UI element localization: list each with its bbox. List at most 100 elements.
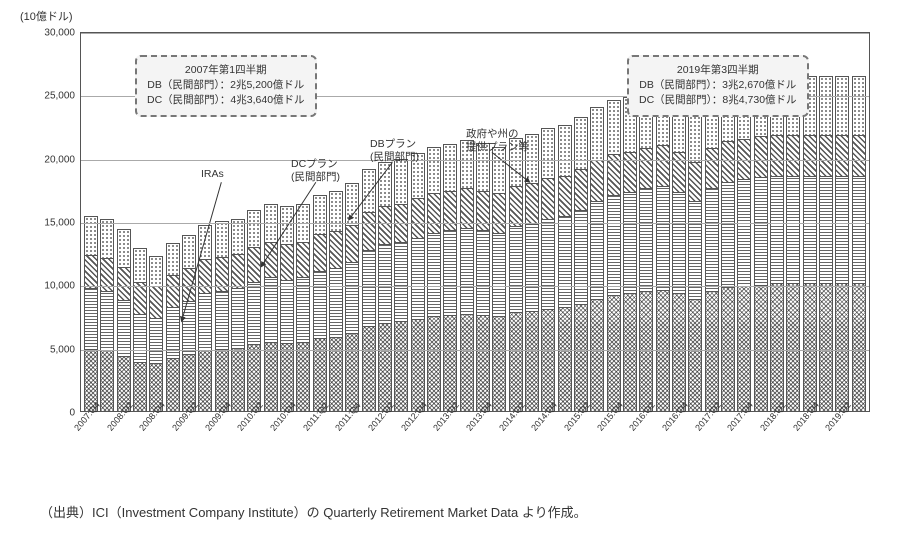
bar-segment-dc [624, 193, 636, 294]
bar [444, 145, 456, 411]
plot-area: 2007:Q4.2008:Q2.2008:Q4.2009:Q2.2009:Q4.… [80, 32, 870, 412]
bar-segment-dc [330, 269, 342, 337]
bar-segment-dc [461, 229, 473, 315]
bar-segment-ira [493, 317, 505, 411]
bar-segment-ira [689, 300, 701, 411]
bar-segment-dc [477, 231, 489, 316]
bar-segment-ira [608, 296, 620, 411]
bar-segment-db [542, 179, 554, 220]
bar-segment-dc [85, 289, 97, 350]
bar-segment-dc [199, 294, 211, 351]
bar-segment-db [804, 136, 816, 177]
source-suffix: より作成。 [518, 505, 586, 520]
bar [314, 196, 326, 411]
bar-segment-db [134, 283, 146, 315]
bar-segment-gov [330, 192, 342, 233]
bar-segment-ira [412, 320, 424, 411]
bar-segment-gov [281, 207, 293, 245]
bar-segment-ira [836, 284, 848, 411]
bar [232, 220, 244, 411]
bar [575, 118, 587, 411]
bar-segment-dc [183, 302, 195, 355]
bar-segment-gov [591, 108, 603, 161]
source-name: Quarterly Retirement Market Data [323, 505, 518, 520]
bar-segment-dc [265, 278, 277, 343]
bar [738, 83, 750, 411]
bar-segment-gov [836, 77, 848, 135]
bar-segment-gov [853, 77, 865, 135]
bar-segment-dc [640, 189, 652, 292]
bar-segment-ira [101, 351, 113, 411]
bar-segment-dc [444, 231, 456, 316]
bar-segment-db [248, 248, 260, 283]
annotation-title: 2019年第3四半期 [639, 63, 797, 78]
bar-segment-gov [232, 220, 244, 255]
bar [804, 77, 816, 411]
bar-segment-gov [183, 236, 195, 269]
bar-segment-gov [167, 244, 179, 276]
bar [673, 98, 685, 411]
bar-segment-db [118, 268, 130, 301]
bar [428, 148, 440, 411]
gridline [81, 160, 869, 161]
bar [787, 77, 799, 411]
gridline [81, 286, 869, 287]
bar-segment-db [787, 136, 799, 177]
bar-segment-ira [526, 312, 538, 411]
bar-segment-db [575, 170, 587, 211]
bar [199, 226, 211, 411]
annotation-line: DC（民間部門）：4兆3,640億ドル [147, 93, 305, 108]
bar [363, 170, 375, 411]
bar-segment-db [771, 136, 783, 177]
bar-segment-dc [395, 243, 407, 323]
bar [853, 77, 865, 411]
bar [542, 129, 554, 411]
bar-segment-ira [199, 351, 211, 411]
bar-segment-gov [542, 129, 554, 180]
bar-segment-dc [722, 183, 734, 288]
bar-segment-db [412, 199, 424, 238]
bar-segment-ira [265, 343, 277, 411]
bar-segment-db [477, 192, 489, 231]
bar-segment-ira [510, 313, 522, 411]
bar-segment-db [428, 194, 440, 233]
bar-segment-gov [820, 77, 832, 135]
bar [118, 230, 130, 411]
bar-segment-db [314, 235, 326, 272]
bar [755, 80, 767, 411]
bar [281, 207, 293, 411]
bar-segment-db [85, 256, 97, 289]
bar-segment-dc [689, 202, 701, 300]
y-axis-unit-label: (10億ドル) [20, 8, 73, 24]
annotation-box: 2019年第3四半期DB（民間部門）：3兆2,670億ドルDC（民間部門）：8兆… [627, 55, 809, 117]
bar-segment-dc [150, 319, 162, 365]
bar-segment-dc [575, 211, 587, 305]
bar-segment-db [853, 136, 865, 177]
bar-segment-gov [444, 145, 456, 192]
bar-segment-gov [199, 226, 211, 260]
bar-segment-ira [624, 294, 636, 411]
bar [461, 141, 473, 411]
bar [706, 94, 718, 411]
bar [216, 222, 228, 411]
bar-segment-ira [853, 284, 865, 411]
bar-segment-dc [526, 225, 538, 312]
source-prefix: （出典）ICI（Investment Company Institute）の [40, 505, 323, 520]
bar-segment-dc [167, 308, 179, 359]
bar-segment-ira [657, 291, 669, 411]
bar [559, 126, 571, 411]
bar-segment-dc [248, 283, 260, 345]
bar [820, 77, 832, 411]
bar-segment-dc [281, 281, 293, 344]
bar-segment-db [820, 136, 832, 177]
y-tick-label: 30,000 [44, 28, 81, 39]
bar-segment-dc [706, 189, 718, 292]
bar-segment-ira [755, 286, 767, 411]
bar-segment-gov [248, 211, 260, 248]
bar-segment-ira [363, 327, 375, 411]
x-axis-labels: 2007:Q4.2008:Q2.2008:Q4.2009:Q2.2009:Q4.… [81, 411, 869, 471]
bar-segment-dc [608, 196, 620, 296]
bar-segment-db [199, 260, 211, 294]
series-label-gov: 政府や州の提供プラン等 [466, 128, 529, 153]
bar-segment-ira [232, 349, 244, 411]
